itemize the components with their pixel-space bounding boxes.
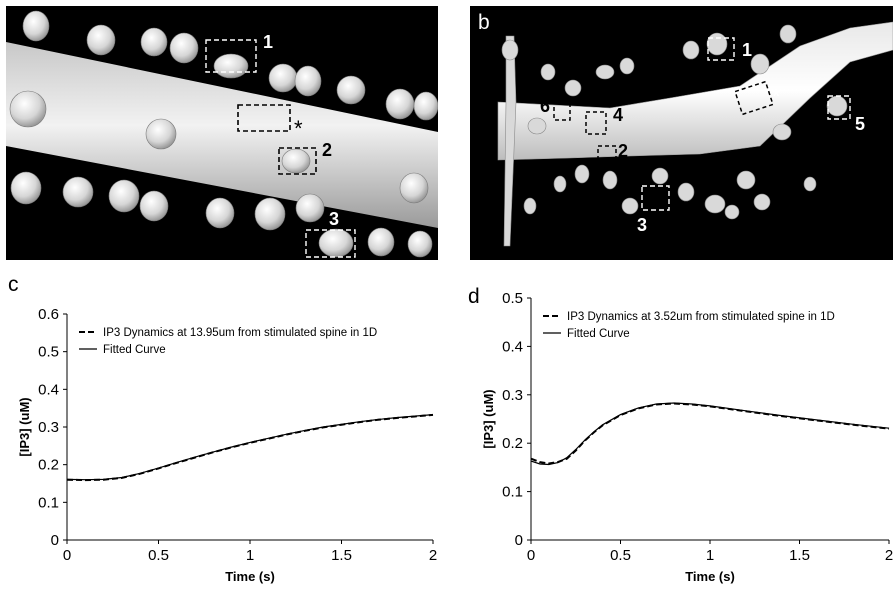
y-tick-label: 0.4 (38, 381, 59, 398)
marker-1: 1 (742, 40, 752, 60)
panel-a-dendrite-image: 1 2 3 * a (6, 6, 438, 260)
panel-label-c: c (8, 273, 19, 296)
y-tick-label: 0.3 (502, 387, 523, 404)
y-tick-label: 0.5 (38, 344, 59, 361)
x-tick-label: 1.5 (331, 547, 352, 564)
x-tick-label: 1 (706, 547, 714, 564)
x-tick-label: 0.5 (610, 547, 631, 564)
series-line-1 (530, 402, 890, 465)
dendrite-render-a: 1 2 3 * (6, 10, 438, 258)
series-line-1 (66, 413, 434, 482)
dendrite-render-b: 1 2 3 4 5 6 * (497, 21, 893, 247)
x-tick-label: 0 (527, 547, 535, 564)
x-axis-label: Time (s) (685, 569, 735, 584)
y-tick-label: 0.6 (38, 306, 59, 323)
panel-label-b: b (478, 11, 490, 34)
x-tick-label: 2 (885, 547, 893, 564)
series-line-2 (530, 402, 890, 466)
y-tick-label: 0.3 (38, 419, 59, 436)
x-tick-label: 0.5 (148, 547, 169, 564)
marker-2: 2 (322, 140, 332, 160)
marker-4: 4 (613, 105, 623, 125)
x-axis-label: Time (s) (225, 569, 275, 584)
marker-1: 1 (263, 32, 273, 52)
marker-6: 6 (540, 96, 550, 116)
y-tick-label: 0.2 (38, 457, 59, 474)
marker-star: * (294, 116, 303, 141)
panel-label-d: d (468, 285, 480, 308)
series-line-2 (66, 414, 434, 481)
marker-3: 3 (329, 209, 339, 229)
x-tick-label: 1.5 (789, 547, 810, 564)
panel-label-a: a (10, 11, 22, 34)
legend-entry-1: IP3 Dynamics at 13.95um from stimulated … (103, 327, 377, 339)
marker-5: 5 (855, 114, 865, 134)
y-tick-label: 0 (515, 532, 523, 549)
marker-star: * (772, 84, 781, 109)
legend-entry-1: IP3 Dynamics at 3.52um from stimulated s… (567, 311, 835, 323)
y-tick-label: 0.1 (38, 494, 59, 511)
y-tick-label: 0.5 (502, 290, 523, 307)
y-axis-label: [IP3] (uM) (481, 389, 496, 448)
marker-3: 3 (637, 215, 647, 235)
y-tick-label: 0.1 (502, 484, 523, 501)
y-tick-label: 0 (51, 532, 59, 549)
legend-entry-2: Fitted Curve (103, 344, 166, 356)
x-tick-label: 2 (429, 547, 437, 564)
y-axis-label: [IP3] (uM) (17, 397, 32, 456)
legend-entry-2: Fitted Curve (567, 328, 630, 340)
marker-2: 2 (618, 141, 628, 161)
x-tick-label: 0 (63, 547, 71, 564)
x-tick-label: 1 (246, 547, 254, 564)
panel-b-dendrite-image: 1 2 3 4 5 6 * b (470, 6, 893, 260)
y-tick-label: 0.2 (502, 435, 523, 452)
y-tick-label: 0.4 (502, 338, 523, 355)
